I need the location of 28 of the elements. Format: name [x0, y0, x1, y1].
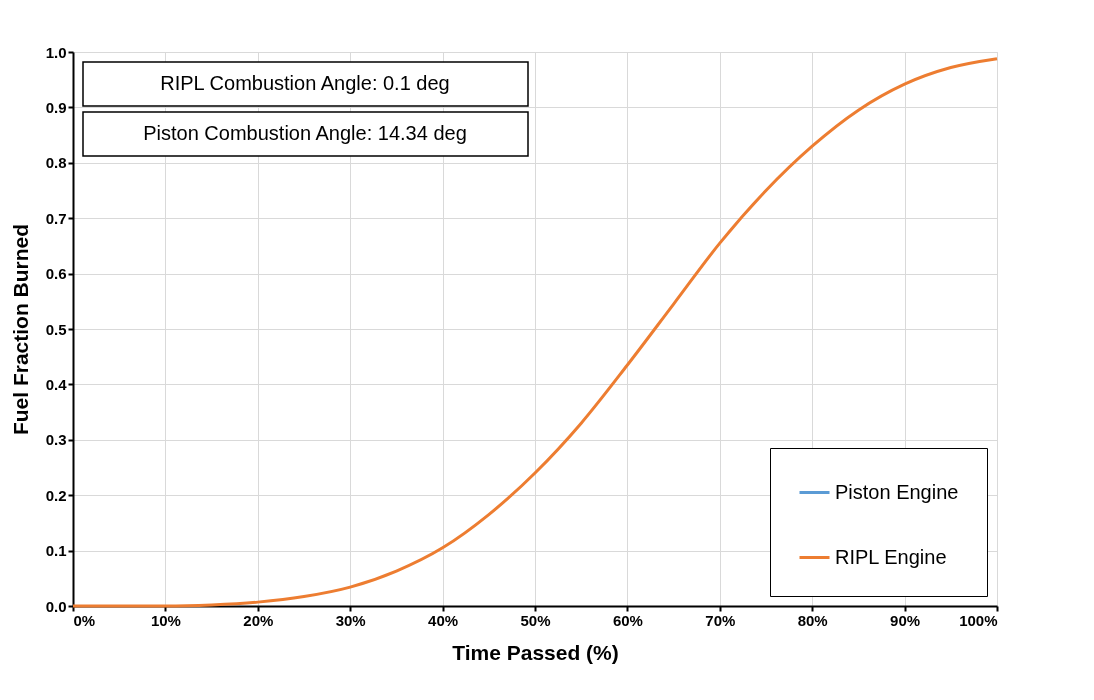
y-tick-label: 1.0 — [45, 43, 67, 61]
x-axis-title: Time Passed (%) — [452, 640, 619, 664]
y-tick-label: 0.3 — [45, 431, 67, 449]
annotation: Piston Combustion Angle: 14.34 deg — [143, 122, 467, 144]
y-tick-label: 0.5 — [45, 320, 67, 338]
x-tick-label: 20% — [243, 611, 274, 629]
y-tick-label: 0.8 — [45, 154, 67, 172]
x-tick-label: 10% — [150, 611, 181, 629]
y-tick-label: 0.0 — [45, 597, 67, 615]
legend-label: Piston Engine — [835, 480, 959, 503]
legend-label: RIPL Engine — [835, 545, 947, 568]
y-tick-label: 0.2 — [45, 486, 67, 504]
annotation: RIPL Combustion Angle: 0.1 deg — [160, 72, 450, 94]
x-tick-label: 100% — [959, 611, 998, 629]
y-tick-label: 0.4 — [45, 375, 68, 393]
x-tick-label: 40% — [428, 611, 459, 629]
x-tick-label: 70% — [705, 611, 736, 629]
x-tick-label: 80% — [797, 611, 828, 629]
x-tick-label: 60% — [612, 611, 643, 629]
y-axis-title: Fuel Fraction Burned — [8, 223, 32, 436]
x-tick-label: 50% — [520, 611, 551, 629]
x-tick-label: 30% — [335, 611, 366, 629]
y-tick-label: 0.1 — [45, 542, 67, 560]
y-tick-label: 0.7 — [45, 209, 67, 227]
y-tick-label: 0.9 — [45, 98, 67, 116]
x-tick-label: 90% — [890, 611, 921, 629]
x-tick-label: 0% — [73, 611, 96, 629]
y-tick-label: 0.6 — [45, 265, 67, 283]
